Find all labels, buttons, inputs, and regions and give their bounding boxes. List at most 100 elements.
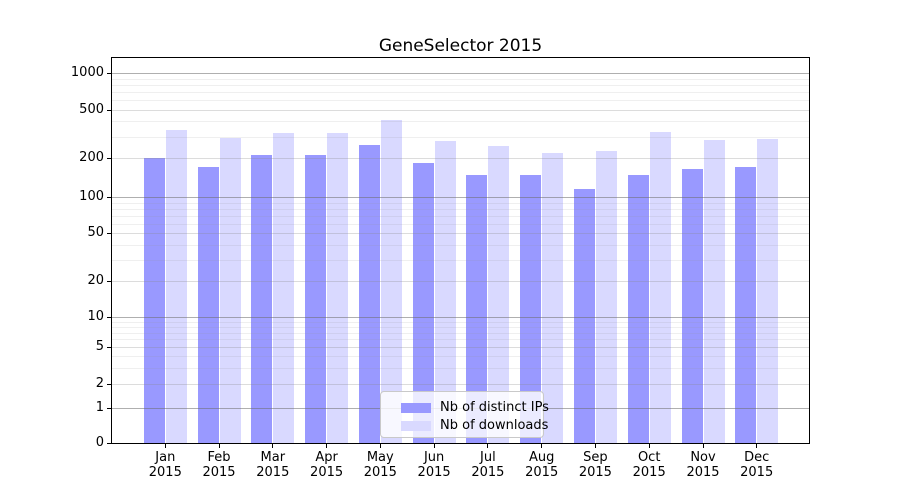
gridline-500 (112, 109, 809, 111)
x-tick-year: 2015 (686, 465, 720, 480)
x-tick-label-jun: Jun 2015 (402, 450, 466, 480)
y-tick-label-0: 0 (95, 435, 104, 450)
bar-ips-nov (681, 169, 703, 443)
x-tick-label-may: May 2015 (348, 450, 412, 480)
bar-downloads-jan (165, 130, 187, 443)
y-tick-mark-1000 (107, 73, 111, 75)
bar-ips-jan (143, 158, 165, 443)
gridline-1000 (112, 73, 809, 75)
x-tick-year: 2015 (417, 465, 451, 480)
y-tick-mark-500 (107, 109, 111, 111)
x-tick-mark-jan (164, 444, 166, 448)
x-tick-year: 2015 (471, 465, 505, 480)
plot-area (111, 57, 810, 444)
gridline-50 (112, 233, 809, 235)
gridline-6 (112, 339, 809, 341)
y-tick-mark-10 (107, 317, 111, 319)
x-tick-year: 2015 (310, 465, 344, 480)
x-tick-label-jan: Jan 2015 (133, 450, 197, 480)
x-tick-year: 2015 (202, 465, 236, 480)
gridline-4 (112, 356, 809, 357)
x-tick-label-dec: Dec 2015 (725, 450, 789, 480)
gridline-300 (112, 136, 809, 138)
bar-ips-apr (305, 154, 327, 443)
grid-layer (112, 58, 809, 443)
x-tick-mark-jul (487, 444, 489, 448)
bar-downloads-feb (219, 137, 241, 443)
y-tick-label-1: 1 (95, 400, 104, 415)
gridline-30 (112, 259, 809, 261)
y-tick-mark-2 (107, 384, 111, 385)
gridline-70 (112, 215, 809, 217)
bar-downloads-mar (273, 133, 295, 443)
x-tick-month: Jan (155, 450, 176, 465)
y-tick-mark-200 (107, 158, 111, 160)
y-tick-mark-20 (107, 281, 111, 282)
bar-downloads-oct (649, 131, 671, 443)
y-tick-mark-100 (107, 197, 111, 199)
chart-title: GeneSelector 2015 (378, 36, 543, 56)
y-tick-label-1000: 1000 (70, 65, 104, 81)
y-tick-label-10: 10 (87, 309, 104, 325)
bar-ips-jun (412, 162, 434, 443)
gridline-700 (112, 91, 809, 93)
x-tick-mark-sep (594, 444, 596, 448)
x-tick-year: 2015 (578, 465, 612, 480)
y-tick-label-100: 100 (79, 189, 104, 205)
gridline-2 (112, 384, 809, 385)
gridline-10 (112, 317, 809, 319)
gridline-3 (112, 367, 809, 369)
gridline-40 (112, 244, 809, 246)
bar-downloads-apr (327, 133, 349, 443)
x-tick-label-sep: Sep 2015 (563, 450, 627, 480)
bar-downloads-aug (542, 153, 564, 443)
bar-ips-mar (251, 154, 273, 443)
x-tick-month: Aug (528, 450, 555, 465)
bar-ips-dec (735, 167, 757, 443)
y-tick-label-2: 2 (95, 376, 104, 391)
y-tick-label-20: 20 (87, 273, 104, 288)
x-tick-year: 2015 (148, 465, 182, 480)
x-tick-mark-oct (648, 444, 650, 448)
gridline-100 (112, 197, 809, 199)
x-tick-year: 2015 (525, 465, 559, 480)
gridline-9 (112, 321, 809, 323)
x-tick-month: Jun (423, 450, 445, 465)
legend-label-distinct-ips: Nb of distinct IPs (440, 400, 549, 415)
gridline-5 (112, 347, 809, 348)
x-tick-year: 2015 (363, 465, 397, 480)
x-tick-year: 2015 (256, 465, 290, 480)
gridline-600 (112, 100, 809, 101)
legend: Nb of distinct IPs Nb of downloads (380, 391, 549, 438)
x-tick-year: 2015 (632, 465, 666, 480)
x-tick-month: May (366, 450, 394, 465)
gridline-20 (112, 281, 809, 282)
gridline-60 (112, 223, 809, 225)
x-tick-mark-dec (756, 444, 758, 448)
y-tick-mark-1 (107, 408, 111, 409)
bar-ips-jul (466, 174, 488, 443)
legend-label-downloads: Nb of downloads (440, 418, 549, 433)
x-tick-label-oct: Oct 2015 (617, 450, 681, 480)
x-tick-month: Apr (315, 450, 338, 465)
x-tick-mark-aug (541, 444, 543, 448)
x-tick-mark-apr (326, 444, 328, 448)
x-tick-mark-feb (218, 444, 220, 448)
gridline-8 (112, 326, 809, 328)
x-tick-month: Sep (583, 450, 608, 465)
y-tick-label-5: 5 (95, 339, 104, 354)
x-tick-mark-nov (702, 444, 704, 448)
x-tick-month: Jul (480, 450, 496, 465)
bar-ips-sep (573, 188, 595, 443)
y-tick-label-500: 500 (79, 101, 104, 117)
x-tick-month: Oct (637, 450, 661, 465)
bar-ips-feb (197, 167, 219, 443)
gridline-800 (112, 85, 809, 86)
y-tick-label-200: 200 (79, 150, 104, 166)
x-tick-month: Nov (690, 450, 716, 465)
gridline-400 (112, 121, 809, 123)
y-tick-mark-0 (107, 443, 111, 444)
x-tick-month: Mar (260, 450, 286, 465)
bar-downloads-jul (488, 146, 510, 443)
